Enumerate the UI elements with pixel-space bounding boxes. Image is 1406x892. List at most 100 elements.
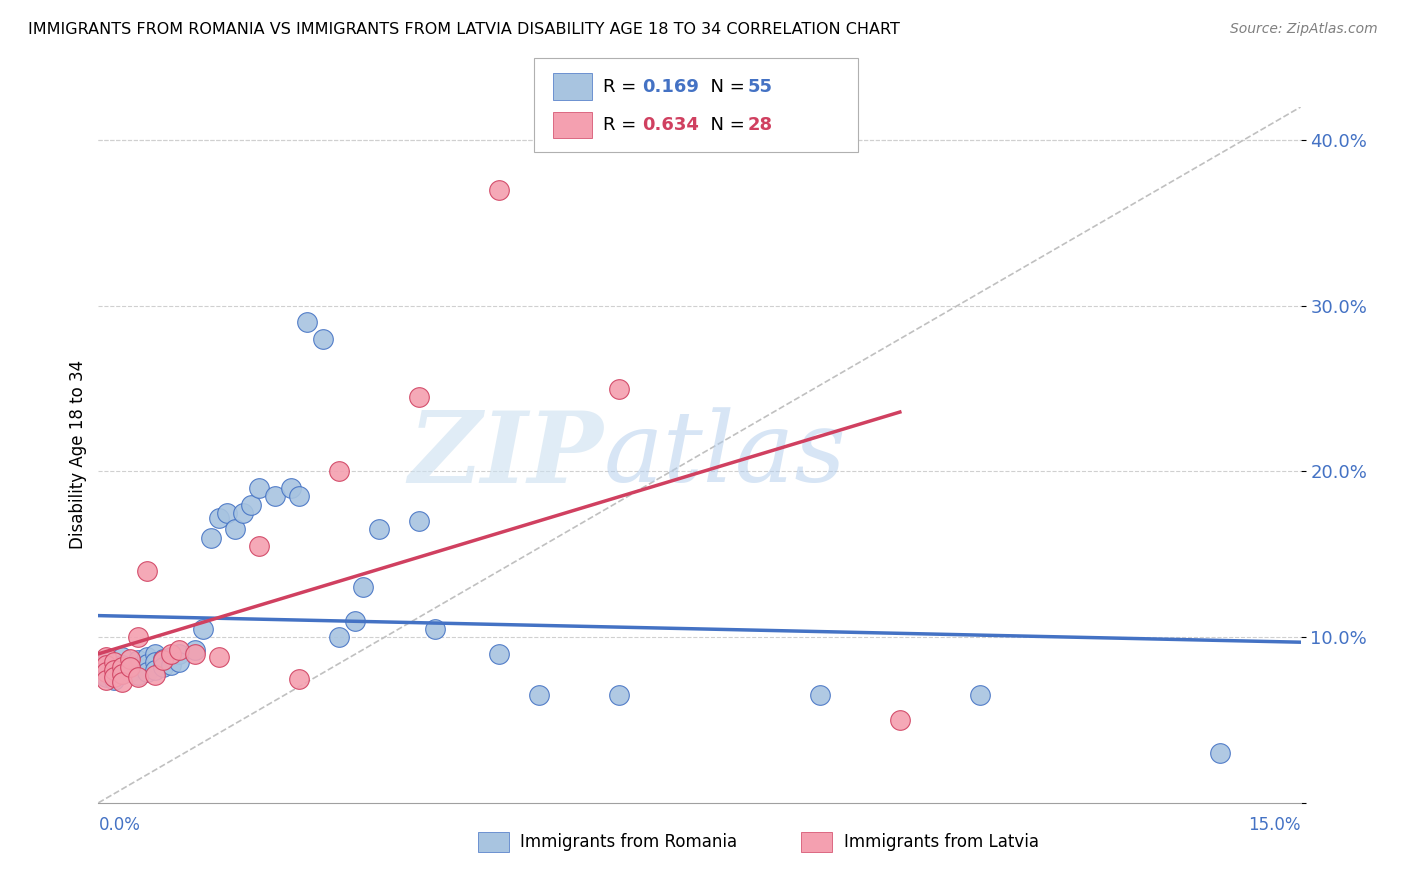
Point <box>143 647 166 661</box>
Point <box>352 581 374 595</box>
Text: Source: ZipAtlas.com: Source: ZipAtlas.com <box>1230 22 1378 37</box>
Point <box>128 653 150 667</box>
Point <box>128 668 150 682</box>
Point <box>143 668 166 682</box>
Point <box>247 481 270 495</box>
Point <box>152 653 174 667</box>
Point <box>103 670 125 684</box>
Point <box>96 665 118 679</box>
Text: 0.169: 0.169 <box>643 78 699 95</box>
Point <box>103 663 125 677</box>
Point <box>609 382 631 396</box>
Point <box>159 647 181 661</box>
Point <box>96 660 118 674</box>
Point <box>969 688 991 702</box>
Point <box>120 651 142 665</box>
Text: Immigrants from Latvia: Immigrants from Latvia <box>844 833 1039 851</box>
Point <box>408 390 430 404</box>
Text: 0.0%: 0.0% <box>98 816 141 834</box>
Point <box>152 660 174 674</box>
Text: ZIP: ZIP <box>408 407 603 503</box>
Point <box>159 650 181 665</box>
Point <box>312 332 335 346</box>
Point <box>263 489 285 503</box>
Point <box>167 643 190 657</box>
Point <box>488 183 510 197</box>
Point <box>111 666 134 681</box>
Point <box>609 688 631 702</box>
Point <box>200 531 222 545</box>
Point <box>247 539 270 553</box>
Point <box>288 489 311 503</box>
Point <box>288 672 311 686</box>
Point <box>120 665 142 679</box>
Point <box>889 713 911 727</box>
Point <box>103 673 125 688</box>
Point <box>224 523 246 537</box>
Point <box>159 658 181 673</box>
Point <box>208 511 231 525</box>
Text: 55: 55 <box>748 78 773 95</box>
Point <box>208 650 231 665</box>
Point <box>328 465 350 479</box>
Text: 15.0%: 15.0% <box>1249 816 1301 834</box>
Text: atlas: atlas <box>603 408 846 502</box>
Point <box>183 643 205 657</box>
Point <box>295 315 318 329</box>
Point <box>343 614 366 628</box>
Text: 0.634: 0.634 <box>643 116 699 134</box>
Text: IMMIGRANTS FROM ROMANIA VS IMMIGRANTS FROM LATVIA DISABILITY AGE 18 TO 34 CORREL: IMMIGRANTS FROM ROMANIA VS IMMIGRANTS FR… <box>28 22 900 37</box>
Point <box>128 630 150 644</box>
Point <box>368 523 391 537</box>
Point <box>808 688 831 702</box>
Point <box>488 647 510 661</box>
Point <box>191 622 214 636</box>
Point <box>111 674 134 689</box>
Point <box>1209 746 1232 760</box>
Text: N =: N = <box>699 116 751 134</box>
Point <box>135 657 157 671</box>
Point <box>408 514 430 528</box>
Point <box>167 655 190 669</box>
Point <box>183 647 205 661</box>
Point <box>103 663 125 677</box>
Point <box>111 660 134 674</box>
Point <box>96 670 118 684</box>
Point <box>328 630 350 644</box>
Point <box>529 688 551 702</box>
Y-axis label: Disability Age 18 to 34: Disability Age 18 to 34 <box>69 360 87 549</box>
Point <box>96 673 118 688</box>
Point <box>120 660 142 674</box>
Point <box>111 658 134 673</box>
Point <box>103 666 125 681</box>
Text: Immigrants from Romania: Immigrants from Romania <box>520 833 737 851</box>
Point <box>111 650 134 665</box>
Point <box>96 668 118 682</box>
Text: R =: R = <box>603 78 643 95</box>
Point <box>423 622 446 636</box>
Point <box>96 650 118 665</box>
Point <box>103 658 125 673</box>
Point <box>135 650 157 665</box>
Text: 28: 28 <box>748 116 773 134</box>
Point <box>152 651 174 665</box>
Point <box>135 564 157 578</box>
Point <box>128 660 150 674</box>
Point <box>280 481 302 495</box>
Text: N =: N = <box>699 78 751 95</box>
Point <box>143 655 166 669</box>
Point <box>103 655 125 669</box>
Point <box>111 666 134 681</box>
Point <box>96 655 118 669</box>
Point <box>128 670 150 684</box>
Text: R =: R = <box>603 116 643 134</box>
Point <box>96 658 118 673</box>
Point <box>120 660 142 674</box>
Point <box>239 498 262 512</box>
Point <box>135 665 157 679</box>
Point <box>232 506 254 520</box>
Point <box>167 647 190 661</box>
Point <box>143 663 166 677</box>
Point <box>215 506 238 520</box>
Point <box>96 665 118 679</box>
